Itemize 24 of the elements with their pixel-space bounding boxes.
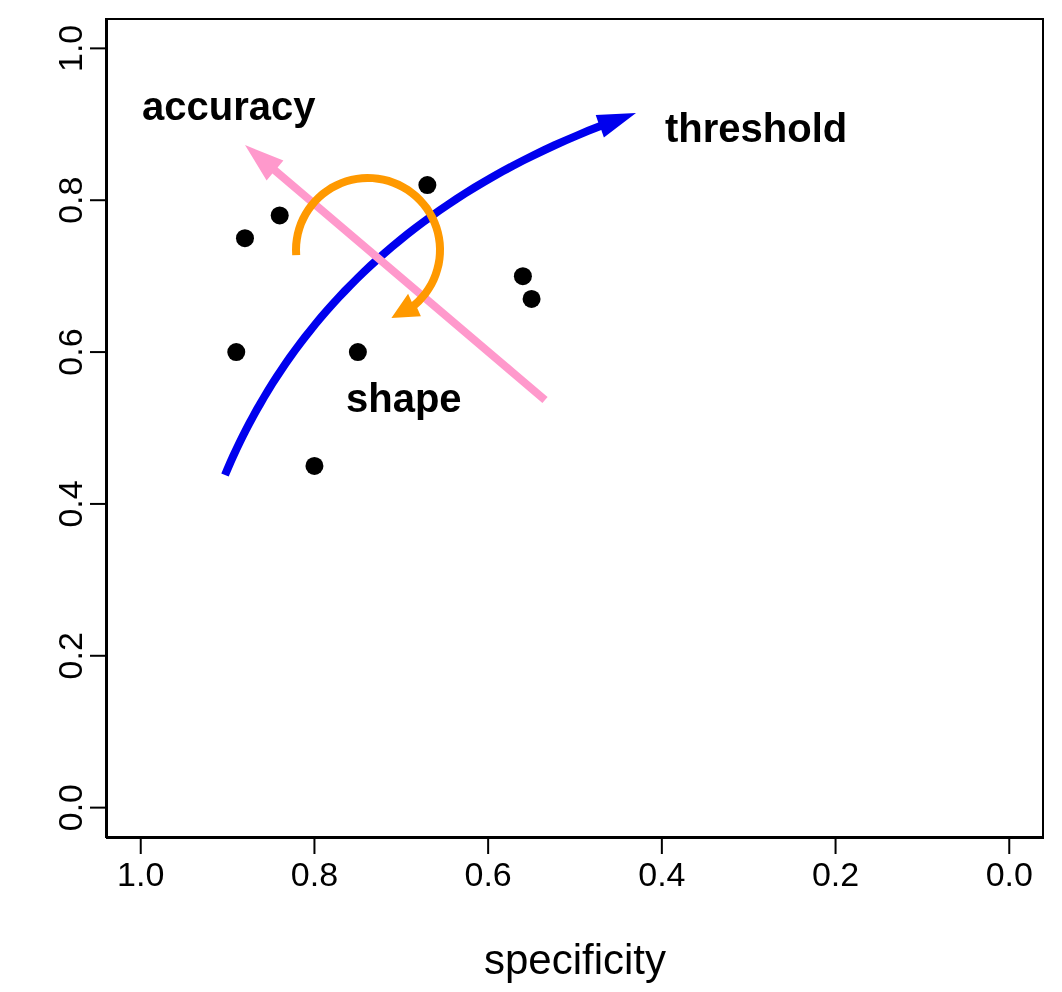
point [235, 229, 254, 248]
y-tick-label: 0.2 [51, 632, 89, 680]
y-tick-label: 0.8 [51, 176, 89, 224]
point [513, 267, 532, 286]
point [305, 456, 324, 475]
y-tick-label: 1.0 [51, 24, 89, 72]
x-tick-label: 0.8 [290, 855, 339, 894]
x-tick-label: 0.2 [811, 855, 860, 894]
annotation: accuracy [142, 84, 317, 128]
x-tick-label: 1.0 [117, 855, 165, 894]
point [522, 289, 541, 308]
y-tick-label: 0.0 [51, 784, 89, 832]
annotation: shape [346, 376, 462, 420]
y-tick-label: 0.6 [51, 328, 89, 376]
point [270, 206, 289, 225]
x-axis-title: specificity [483, 936, 667, 983]
point [227, 343, 246, 362]
x-tick-label: 0.0 [985, 855, 1033, 894]
annotation: threshold [665, 106, 848, 150]
y-tick-label: 0.4 [51, 480, 89, 528]
x-tick-label: 0.4 [638, 855, 686, 894]
x-tick-label: 0.6 [464, 855, 512, 894]
point [418, 176, 437, 195]
point [348, 343, 367, 362]
